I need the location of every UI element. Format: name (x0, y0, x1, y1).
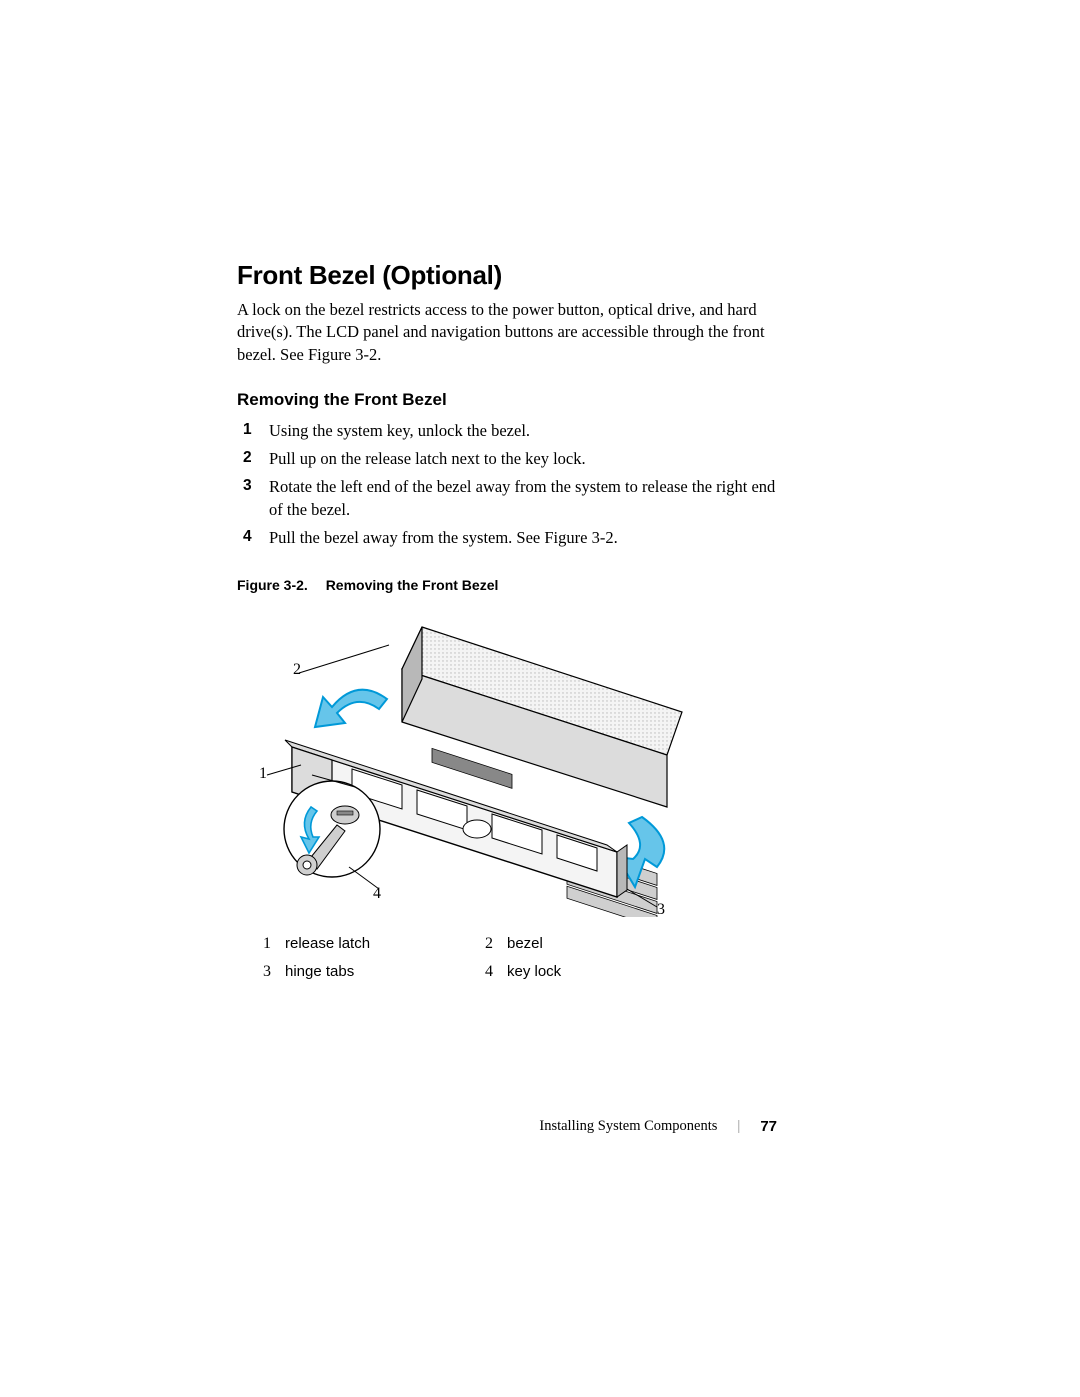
footer-page-number: 77 (760, 1118, 777, 1135)
step-item: 1 Using the system key, unlock the bezel… (237, 420, 777, 442)
figure-diagram: 1 2 3 4 (237, 607, 697, 917)
legend-label: bezel (507, 935, 707, 953)
step-number: 2 (237, 448, 269, 470)
step-number: 1 (237, 420, 269, 442)
legend-num: 1 (263, 935, 285, 953)
section-heading: Front Bezel (Optional) (237, 260, 777, 291)
figure-caption: Figure 3-2. Removing the Front Bezel (237, 577, 777, 593)
step-text: Pull up on the release latch next to the… (269, 448, 777, 470)
legend-num: 3 (263, 963, 285, 981)
callout-2: 2 (293, 661, 301, 679)
step-text: Pull the bezel away from the system. See… (269, 527, 777, 549)
latch-arrow-icon (315, 690, 387, 727)
bezel-diagram-svg (237, 607, 697, 917)
step-item: 4 Pull the bezel away from the system. S… (237, 527, 777, 549)
legend-num: 4 (485, 963, 507, 981)
subsection-heading: Removing the Front Bezel (237, 390, 777, 410)
footer-divider: | (737, 1118, 740, 1135)
step-item: 3 Rotate the left end of the bezel away … (237, 476, 777, 521)
step-item: 2 Pull up on the release latch next to t… (237, 448, 777, 470)
step-text: Using the system key, unlock the bezel. (269, 420, 777, 442)
legend-label: hinge tabs (285, 963, 485, 981)
page-content: Front Bezel (Optional) A lock on the bez… (237, 260, 777, 1005)
legend-label: release latch (285, 935, 485, 953)
footer-chapter: Installing System Components (539, 1118, 717, 1135)
step-number: 3 (237, 476, 269, 521)
callout-3: 3 (657, 901, 665, 919)
steps-list: 1 Using the system key, unlock the bezel… (237, 420, 777, 549)
legend-num: 2 (485, 935, 507, 953)
legend-label: key lock (507, 963, 707, 981)
figure-legend: 1 release latch 2 bezel 3 hinge tabs 4 k… (263, 935, 777, 981)
section-intro: A lock on the bezel restricts access to … (237, 299, 777, 366)
figure-title: Removing the Front Bezel (326, 577, 499, 593)
callout-4: 4 (373, 885, 381, 903)
step-number: 4 (237, 527, 269, 549)
page-footer: Installing System Components | 77 (539, 1118, 777, 1135)
figure-number: Figure 3-2. (237, 577, 308, 593)
callout-1: 1 (259, 765, 267, 783)
step-text: Rotate the left end of the bezel away fr… (269, 476, 777, 521)
